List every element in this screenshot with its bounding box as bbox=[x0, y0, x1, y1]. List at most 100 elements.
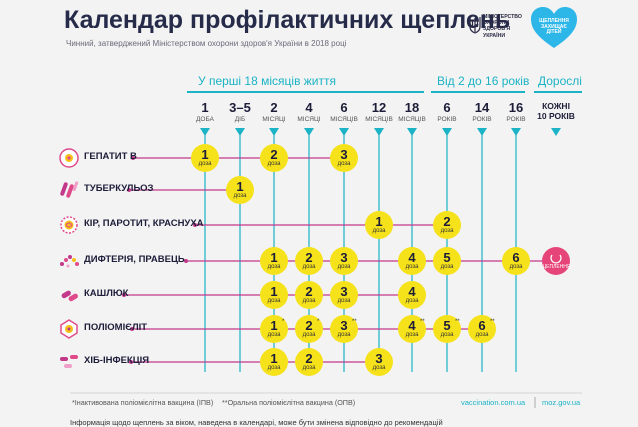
column-header-unit-8: РОКІВ bbox=[472, 116, 492, 123]
dose-number-5-2: 3 bbox=[340, 318, 348, 333]
booster-dose-circle bbox=[542, 247, 570, 275]
dose-circle-5-2 bbox=[330, 315, 358, 343]
column-header-num-0: 1 bbox=[201, 100, 209, 115]
section-label-0: У перші 18 місяців життя bbox=[198, 74, 336, 88]
row-line-start-2 bbox=[193, 223, 197, 227]
column-marker-9 bbox=[511, 128, 521, 136]
dose-unit-3-3: доза bbox=[405, 264, 419, 270]
dose-unit-4-2: доза bbox=[337, 298, 351, 304]
column-marker-0 bbox=[200, 128, 210, 136]
dose-circle-0-0 bbox=[191, 144, 219, 172]
dose-number-5-1: 2 bbox=[305, 318, 313, 333]
column-marker-8 bbox=[477, 128, 487, 136]
section-label-2: Дорослі bbox=[538, 74, 582, 88]
row-label-3: ДИФТЕРІЯ, ПРАВЕЦЬ bbox=[84, 254, 185, 265]
row-line-start-5 bbox=[130, 327, 134, 331]
column-marker-6 bbox=[407, 128, 417, 136]
campaign-heart-logo: ЩЕПЛЕННЯ ЗАХИЩАЄ ДІТЕЙ bbox=[530, 6, 578, 50]
dose-circle-2-0 bbox=[365, 211, 393, 239]
dose-circle-6-1 bbox=[295, 348, 323, 376]
dose-circle-5-5 bbox=[468, 315, 496, 343]
dose-unit-4-3: доза bbox=[405, 298, 419, 304]
dose-number-3-1: 2 bbox=[305, 250, 313, 265]
dose-number-4-0: 1 bbox=[270, 284, 278, 299]
dose-circle-4-1 bbox=[295, 281, 323, 309]
dose-number-4-3: 4 bbox=[408, 284, 416, 299]
dose-circle-6-2 bbox=[365, 348, 393, 376]
dose-unit-5-5: доза bbox=[475, 332, 489, 338]
hepatitis-virus-icon bbox=[59, 148, 79, 168]
ministry-logo: МІНІСТЕРСТВО ОХОРОНИ ЗДОРОВ'Я УКРАЇНИ bbox=[469, 14, 525, 48]
dose-circle-3-4 bbox=[433, 247, 461, 275]
dose-circle-3-5 bbox=[502, 247, 530, 275]
dose-number-3-4: 5 bbox=[443, 250, 451, 265]
dose-circle-0-1 bbox=[260, 144, 288, 172]
row-label-4: КАШЛЮК bbox=[84, 288, 129, 299]
column-header-num-5: 12 bbox=[371, 100, 387, 115]
pertussis-bacteria-icon bbox=[61, 290, 78, 302]
heart-icon bbox=[531, 7, 577, 48]
dose-circle-3-2 bbox=[330, 247, 358, 275]
row-line-start-3 bbox=[184, 259, 188, 263]
footnote-ipv: *Інактивована поліомієлітна вакцина (ІПВ… bbox=[72, 398, 214, 407]
dose-unit-2-0: доза bbox=[372, 228, 386, 234]
dose-number-5-3: 4 bbox=[408, 318, 416, 333]
dose-unit-4-1: доза bbox=[302, 298, 316, 304]
dose-number-0-2: 3 bbox=[340, 147, 348, 162]
dose-number-4-2: 3 bbox=[340, 284, 348, 299]
dose-circle-2-1 bbox=[433, 211, 461, 239]
dose-number-6-1: 2 bbox=[305, 351, 313, 366]
column-header-num-2: 2 bbox=[270, 100, 278, 115]
dose-number-0-0: 1 bbox=[201, 147, 209, 162]
dose-unit-5-2: доза bbox=[337, 332, 351, 338]
dose-number-3-2: 3 bbox=[340, 250, 348, 265]
dose-mark-5-4: ** bbox=[455, 319, 460, 325]
column-header-num-1: 3–5 bbox=[229, 100, 251, 115]
dose-unit-5-4: доза bbox=[440, 332, 454, 338]
row-label-5: ПОЛІОМІЄЛІТ bbox=[84, 322, 148, 333]
dose-circle-5-3 bbox=[398, 315, 426, 343]
dose-unit-6-0: доза bbox=[267, 365, 281, 371]
dose-circle-3-0 bbox=[260, 247, 288, 275]
dose-number-2-1: 2 bbox=[443, 214, 451, 229]
dose-mark-5-2: ** bbox=[352, 319, 357, 325]
footnote-opv: **Оральна поліомієлітна вакцина (ОПВ) bbox=[222, 398, 356, 407]
dose-circle-4-0 bbox=[260, 281, 288, 309]
column-header-unit-1: ДІБ bbox=[234, 116, 246, 123]
dose-number-6-2: 3 bbox=[375, 351, 383, 366]
row-line-start-0 bbox=[131, 156, 135, 160]
dose-number-1-0: 1 bbox=[236, 179, 244, 194]
website-vaccination: vaccination.com.ua bbox=[461, 398, 526, 407]
column-header-unit-9: РОКІВ bbox=[506, 116, 526, 123]
dose-circle-6-0 bbox=[260, 348, 288, 376]
dose-circle-4-2 bbox=[330, 281, 358, 309]
ministry-name: МІНІСТЕРСТВО ОХОРОНИ ЗДОРОВ'Я УКРАЇНИ bbox=[483, 14, 522, 39]
trident-icon bbox=[469, 17, 481, 34]
dose-unit-6-1: доза bbox=[302, 365, 316, 371]
column-header-num-9: 16 bbox=[508, 100, 524, 115]
measles-virus-icon bbox=[60, 216, 78, 234]
page-title: Календар профілактичних щеплень bbox=[64, 6, 511, 34]
dose-unit-3-2: доза bbox=[337, 264, 351, 270]
dose-unit-5-3: доза bbox=[405, 332, 419, 338]
row-label-2: КІР, ПАРОТИТ, КРАСНУХА bbox=[84, 218, 204, 229]
dose-circle-4-3 bbox=[398, 281, 426, 309]
dose-number-3-5: 6 bbox=[512, 250, 520, 265]
column-marker-5 bbox=[374, 128, 384, 136]
dose-number-6-0: 1 bbox=[270, 351, 278, 366]
column-header-unit-2: МІСЯЦІ bbox=[262, 116, 286, 123]
dose-unit-1-0: доза bbox=[233, 193, 247, 199]
dose-mark-5-0: * bbox=[282, 319, 285, 325]
dose-mark-5-5: ** bbox=[490, 319, 495, 325]
dose-number-3-0: 1 bbox=[270, 250, 278, 265]
dose-circle-5-1 bbox=[295, 315, 323, 343]
column-marker-3 bbox=[304, 128, 314, 136]
dose-mark-5-3: ** bbox=[420, 319, 425, 325]
dose-circle-1-0 bbox=[226, 176, 254, 204]
column-marker-1 bbox=[235, 128, 245, 136]
page-subtitle: Чинний, затверджений Міністерством охоро… bbox=[66, 39, 347, 48]
dose-circle-0-2 bbox=[330, 144, 358, 172]
tuberculosis-bacteria-icon bbox=[60, 181, 79, 198]
column-header-adult: КОЖНІ 10 РОКІВ bbox=[537, 101, 575, 121]
